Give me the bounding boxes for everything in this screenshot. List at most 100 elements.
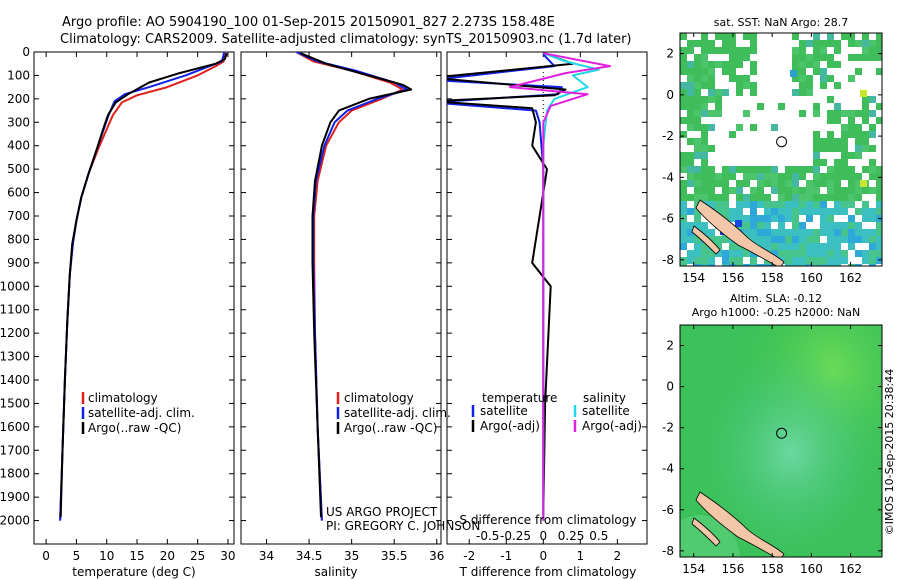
x-tick-label: 20 (160, 549, 175, 563)
temperature-xlabel: temperature (deg C) (72, 565, 195, 579)
island-shape (695, 199, 785, 266)
y-tick-label: -2 (662, 129, 674, 143)
x-tick-label: 36 (429, 549, 444, 563)
y-tick-label: 2 (666, 339, 674, 353)
legend-label: climatology (88, 391, 158, 405)
sla-map-axes (679, 324, 883, 558)
legend-label: satellite-adj. clim. (344, 406, 451, 420)
x-tick-label: 15 (129, 549, 144, 563)
x-tick-label: 154 (682, 271, 705, 285)
x-tick-label: 158 (761, 562, 784, 576)
float-position-marker (776, 136, 788, 148)
credit-line-1: US ARGO PROJECT (326, 505, 438, 519)
y-tick-label: -8 (662, 253, 674, 267)
temperature-ticks: 0100200300400500600700800900100011001200… (0, 45, 236, 563)
x-tick-label: 25 (190, 549, 205, 563)
legend-label: Argo(..raw -QC) (88, 421, 181, 435)
sst-map-field (680, 33, 882, 266)
x-tick-label-S: -0.5 (476, 529, 499, 543)
island-shape (691, 225, 721, 255)
y-tick-label: 900 (7, 256, 30, 270)
y-tick-label: 1800 (0, 467, 30, 481)
y-tick-label: 600 (7, 186, 30, 200)
y-tick-label: 500 (7, 162, 30, 176)
y-tick-label: 2000 (0, 514, 30, 528)
y-tick-label: 1400 (0, 373, 30, 387)
x-tick-label: 158 (761, 271, 784, 285)
series-line (59, 52, 226, 521)
x-tick-label: 34.5 (296, 549, 323, 563)
title-line-2: Climatology: CARS2009. Satellite-adjuste… (60, 32, 632, 47)
sla-map-field (680, 325, 882, 557)
y-tick-label: 1100 (0, 303, 30, 317)
series-line (447, 52, 574, 516)
sla-map-ticks: 154 156 158 160 162 2 0 -2 -4 -6 -8 (662, 325, 882, 576)
x-tick-label: 160 (800, 562, 823, 576)
y-tick-label: 1200 (0, 326, 30, 340)
legend-title-salinity: salinity (583, 391, 626, 405)
y-tick-label: -4 (662, 170, 674, 184)
temperature-lines (59, 52, 228, 521)
x-tick-label-S: -0.25 (500, 529, 531, 543)
legend-label: Argo(-adj) (582, 419, 642, 433)
difference-xlabel-S: S difference from climatology (460, 513, 637, 527)
difference-axes (446, 51, 648, 545)
y-tick-label: 1600 (0, 420, 30, 434)
difference-ticks: -2 -1 0 1 2 -0.5 -0.25 0 0.25 0.5 (447, 51, 647, 563)
x-tick-label: 162 (839, 562, 862, 576)
x-tick-label: 156 (721, 562, 744, 576)
series-line (300, 52, 413, 518)
y-tick-label: 1700 (0, 443, 30, 457)
credit-line-2: PI: GREGORY C. JOHNSON (326, 519, 480, 533)
legend-label: Argo(-adj) (480, 419, 540, 433)
sla-map-title-1: Altim. SLA: -0.12 (730, 292, 822, 305)
salinity-lines (295, 52, 413, 521)
island-shape (691, 517, 721, 547)
legend-label: satellite-adj. clim. (88, 406, 195, 420)
difference-legend: temperature salinity satellite Argo(-adj… (471, 391, 642, 433)
x-tick-label-S: 0.5 (589, 529, 608, 543)
series-line (509, 52, 611, 521)
y-tick-label: 1500 (0, 396, 30, 410)
y-tick-label: 0 (666, 380, 674, 394)
series-line (59, 52, 228, 518)
legend-label: climatology (344, 391, 414, 405)
y-tick-label: 2 (666, 47, 674, 61)
legend-label: satellite (480, 404, 528, 418)
float-position-marker (776, 427, 788, 439)
legend-title-temperature: temperature (482, 391, 557, 405)
x-tick-label-S: 0 (539, 529, 547, 543)
x-tick-label: 30 (220, 549, 235, 563)
y-tick-label: -2 (662, 421, 674, 435)
y-tick-label: 1300 (0, 350, 30, 364)
x-tick-label: 0 (539, 549, 547, 563)
y-tick-label: -8 (662, 544, 674, 558)
x-tick-label: 2 (614, 549, 622, 563)
x-tick-label: 35.5 (381, 549, 408, 563)
timestamp: ©IMOS 10-Sep-2015 20:38:44 (883, 369, 896, 535)
y-tick-label: 300 (7, 115, 30, 129)
temperature-axes (33, 51, 235, 545)
sla-map-title-2: Argo h1000: -0.25 h2000: NaN (692, 306, 861, 319)
y-tick-label: 400 (7, 139, 30, 153)
title-line-1: Argo profile: AO 5904190_100 01-Sep-2015… (62, 15, 555, 30)
island-shape (695, 491, 785, 557)
x-tick-label: 35 (344, 549, 359, 563)
y-tick-label: 200 (7, 92, 30, 106)
x-tick-label: -1 (500, 549, 512, 563)
salinity-legend: climatology satellite-adj. clim. Argo(..… (336, 391, 451, 435)
series-line (542, 52, 600, 521)
x-tick-label: -2 (463, 549, 475, 563)
x-tick-label: 34 (259, 549, 274, 563)
x-tick-label: 10 (99, 549, 114, 563)
sst-map-ticks: 154 156 158 160 162 2 0 -2 -4 -6 -8 (662, 33, 882, 285)
y-tick-label: 700 (7, 209, 30, 223)
y-tick-label: -4 (662, 462, 674, 476)
legend-label: satellite (582, 404, 630, 418)
legend-label: Argo(..raw -QC) (344, 421, 437, 435)
y-tick-label: 1000 (0, 279, 30, 293)
x-tick-label: 162 (839, 271, 862, 285)
salinity-ticks: 34 34.5 35 35.5 36 (241, 51, 444, 563)
temperature-legend: climatology satellite-adj. clim. Argo(..… (81, 391, 195, 435)
